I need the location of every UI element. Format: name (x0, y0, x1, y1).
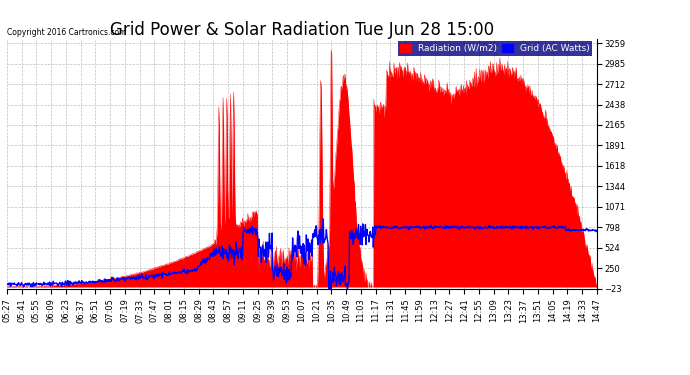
Text: Copyright 2016 Cartronics.com: Copyright 2016 Cartronics.com (7, 28, 126, 37)
Title: Grid Power & Solar Radiation Tue Jun 28 15:00: Grid Power & Solar Radiation Tue Jun 28 … (110, 21, 494, 39)
Legend: Radiation (W/m2), Grid (AC Watts): Radiation (W/m2), Grid (AC Watts) (397, 41, 592, 56)
